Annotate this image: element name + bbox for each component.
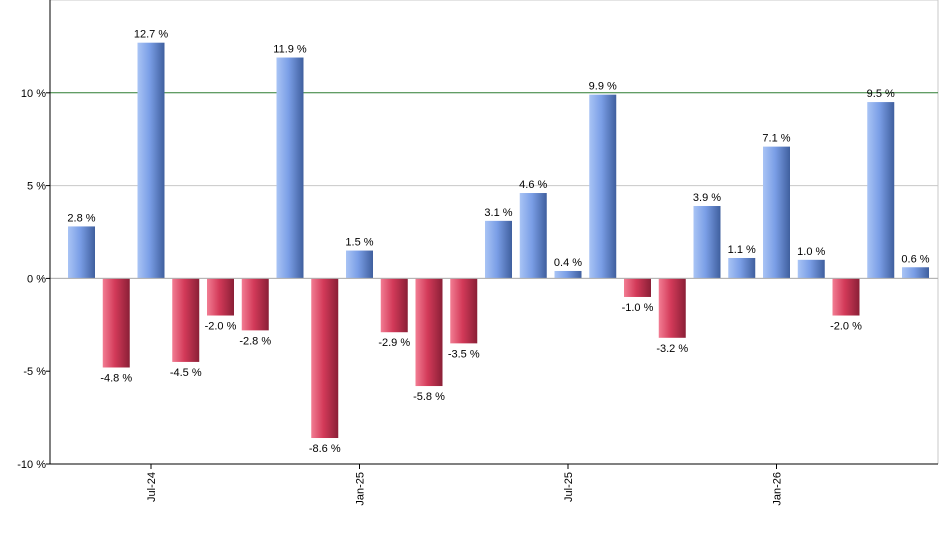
bars [68,42,929,439]
bar [624,278,651,297]
data-label: 3.1 % [484,207,512,219]
data-label: 11.9 % [273,44,307,56]
data-label: -1.0 % [622,302,654,314]
data-label: 2.8 % [67,212,95,224]
bar [693,206,721,279]
bar [346,250,373,279]
data-label: 7.1 % [762,133,790,145]
data-label: 12.7 % [134,29,168,41]
bar [137,42,165,279]
bar [380,278,408,333]
y-tick-label: 5 % [27,181,46,193]
data-label: -2.9 % [378,337,410,349]
axes [46,0,938,469]
data-label: 4.6 % [519,179,547,191]
data-label: 1.0 % [797,246,825,258]
bar [867,102,895,279]
data-label: 1.5 % [345,237,373,249]
bar [68,226,95,279]
data-label: -4.5 % [170,367,202,379]
y-tick-label: -10 % [17,459,46,471]
bar [102,278,130,368]
y-tick-label: 10 % [21,88,46,100]
bar [207,278,234,316]
data-label: -4.8 % [100,372,132,384]
x-tick-label: Jul-25 [563,472,575,502]
data-label: 9.5 % [867,88,895,100]
data-label: -8.6 % [309,443,341,455]
data-label: 0.6 % [901,253,929,265]
data-label: 1.1 % [728,244,756,256]
data-label: -3.2 % [656,343,688,355]
data-label: -2.8 % [239,335,271,347]
bar [554,270,582,279]
bar [589,94,617,279]
y-tick-label: -5 % [23,366,46,378]
data-label: 9.9 % [589,81,617,93]
bar [415,278,443,387]
x-tick-label: Jan-25 [355,472,367,506]
bar [485,220,512,279]
bar [728,257,756,279]
data-label: 0.4 % [554,257,582,269]
data-label: -5.8 % [413,391,445,403]
x-tick-label: Jul-24 [146,472,158,502]
data-label: -3.5 % [448,348,480,360]
bar [519,193,547,279]
bar [172,278,200,362]
data-label: -2.0 % [205,321,237,333]
x-tick-label: Jan-26 [772,472,784,506]
bar [311,278,339,439]
bar [276,57,304,279]
bar [902,267,929,279]
data-label: -2.0 % [830,321,862,333]
bar [241,278,269,331]
y-tick-label: 0 % [27,273,46,285]
bar [832,278,860,316]
bar [797,259,825,279]
bar [450,278,478,344]
labels: 2.8 %-4.8 %12.7 %-4.5 %-2.0 %-2.8 %11.9 … [17,29,930,506]
data-label: 3.9 % [693,192,721,204]
bar [658,278,686,338]
bar [763,146,790,279]
